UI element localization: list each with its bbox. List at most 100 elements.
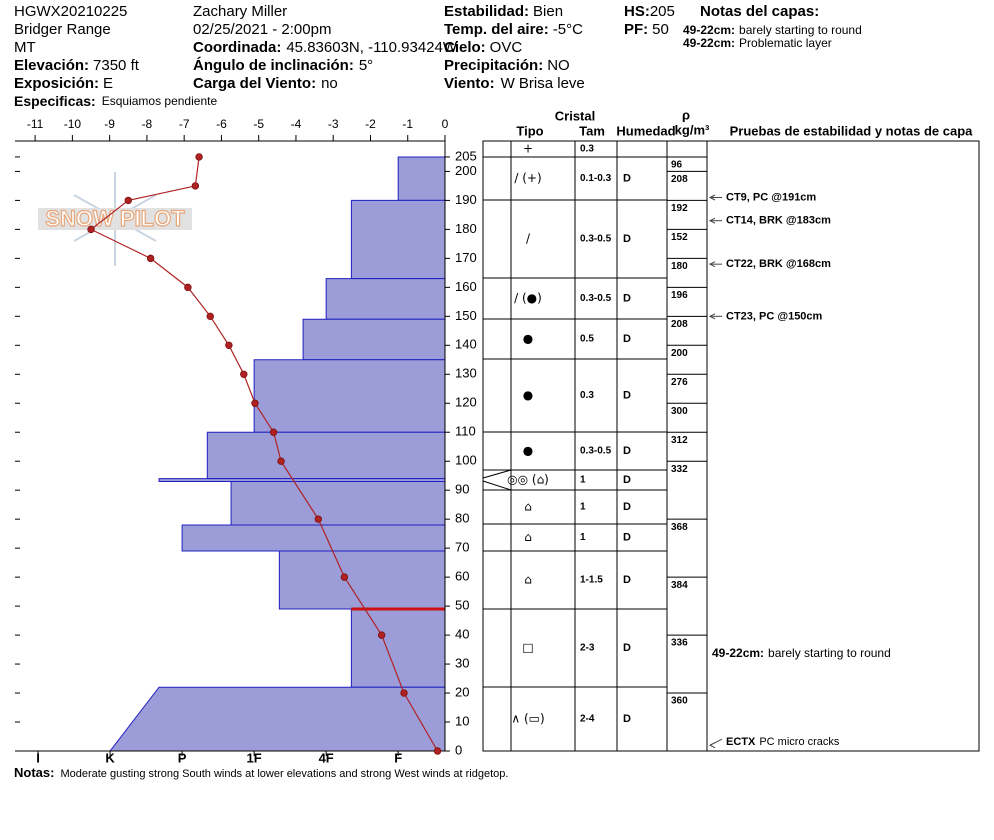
density-value: 368 (671, 522, 688, 533)
grain-size: 0.3 (580, 144, 594, 155)
test-arrowhead (708, 742, 716, 749)
grain-type: ● (523, 444, 533, 458)
value: W Brisa leve (501, 75, 585, 92)
stability: Estabilidad: Bien (444, 3, 563, 20)
test-name: ECTX (726, 736, 756, 748)
grain-type: / (526, 232, 531, 246)
y-tick-label: 190 (455, 192, 477, 207)
text: Moderate gusting strong South winds at l… (60, 768, 508, 780)
label: Cielo: (444, 39, 486, 56)
test-name: CT14, BRK @183cm (726, 215, 831, 227)
x-tick-label: -10 (64, 117, 82, 131)
label: Especificas: (14, 93, 96, 109)
grain-type: + (523, 142, 533, 156)
density-value: 276 (671, 377, 688, 388)
hs: HS:205 (624, 3, 675, 20)
label: Carga del Viento: (193, 75, 316, 92)
datetime: 02/25/2021 - 2:00pm (193, 21, 331, 38)
x-tick-label: -6 (216, 117, 227, 131)
grain-size: 2-4 (580, 714, 595, 725)
moisture: D (623, 389, 631, 401)
grain-size: 1 (580, 502, 586, 513)
value: NO (547, 57, 570, 74)
hardness-layer (325, 278, 446, 320)
density-value: 192 (671, 203, 688, 214)
column-header: Cristal (555, 108, 595, 123)
y-tick-label: 70 (455, 540, 469, 555)
column-header: Tam (579, 123, 605, 138)
value: 45.83603N, -110.93424W (286, 39, 458, 56)
logo-band (38, 208, 192, 230)
y-tick-label: 30 (455, 656, 469, 671)
density-value: 180 (671, 261, 688, 272)
state: MT (14, 39, 36, 56)
test-arrowhead (708, 313, 716, 320)
grain-type: ∧ (▭) (511, 712, 544, 726)
y-tick-label: 110 (455, 424, 476, 439)
grain-size: 0.5 (580, 334, 594, 345)
grain-type: ◎◎ (⌂) (507, 473, 549, 487)
y-tick-label: 20 (455, 684, 469, 699)
grain-size: 0.3-0.5 (580, 446, 612, 457)
density-value: 360 (671, 696, 688, 707)
thin-layer-connector (482, 480, 512, 491)
layer-note: 49-22cm: Problematic layer (683, 36, 832, 50)
y-tick-label: 80 (455, 511, 469, 526)
y-tick-label: 160 (455, 279, 477, 294)
x-tick-label: -5 (253, 117, 264, 131)
value: E (103, 75, 113, 92)
value: 50 (652, 21, 669, 38)
test-label: CT14, BRK @183cm (726, 215, 831, 227)
moisture: D (623, 574, 631, 586)
y-tick-label: 170 (455, 250, 477, 265)
y-tick-label: 130 (455, 366, 477, 381)
temperature-point (340, 573, 349, 581)
hardness-tick-label: 4F (319, 750, 334, 765)
temperature-point (240, 370, 248, 378)
precipitation: Precipitación: NO (444, 57, 570, 74)
test-arrowhead (708, 194, 716, 201)
grain-size: 0.3-0.5 (580, 234, 612, 245)
value: 205 (650, 3, 675, 20)
specifics: Especificas: Esquiamos pendiente (14, 93, 217, 109)
y-tick-label: 180 (455, 221, 477, 236)
density-value: 196 (671, 290, 688, 301)
column-header: Humedad (616, 123, 675, 138)
grain-size: 1 (580, 532, 586, 543)
wind-loading: Carga del Viento: no (193, 75, 338, 92)
label: PF: (624, 21, 648, 38)
density-value: 152 (671, 232, 688, 243)
grain-type: ⌂ (524, 530, 532, 544)
label: Viento: (444, 75, 495, 92)
grain-type: ● (523, 332, 533, 346)
y-tick-label: 205 (455, 148, 477, 163)
hardness-layer (397, 156, 446, 201)
hardness-layer (278, 550, 446, 610)
grain-size: 2-3 (580, 643, 595, 654)
test-note: PC micro cracks (759, 736, 840, 748)
grain-size: 0.3 (580, 390, 594, 401)
moisture: D (623, 531, 631, 543)
layer-notes-title: Notas del capas: (700, 3, 819, 20)
y-tick-label: 60 (455, 569, 469, 584)
temperature-point (184, 283, 192, 292)
density-value: 208 (671, 319, 688, 330)
y-tick-label: 10 (455, 713, 469, 728)
x-tick-label: -7 (179, 117, 190, 131)
label: Elevación: (14, 57, 89, 74)
coordinates: Coordinada: 45.83603N, -110.93424W (193, 39, 458, 56)
density-value: 332 (671, 464, 688, 475)
x-tick-label: -2 (365, 117, 376, 131)
moisture: D (623, 445, 631, 457)
observer: Zachary Miller (193, 3, 287, 20)
temperature-point (195, 153, 203, 161)
y-tick-label: 200 (455, 163, 477, 178)
grain-type: □ (522, 641, 533, 655)
temperature-point (146, 254, 155, 263)
x-tick-label: -3 (328, 117, 339, 131)
density-value: 336 (671, 638, 688, 649)
grain-type: ⌂ (524, 573, 532, 587)
test-arrowhead (708, 217, 716, 224)
column-header: Pruebas de estabilidad y notas de capa (730, 123, 974, 138)
